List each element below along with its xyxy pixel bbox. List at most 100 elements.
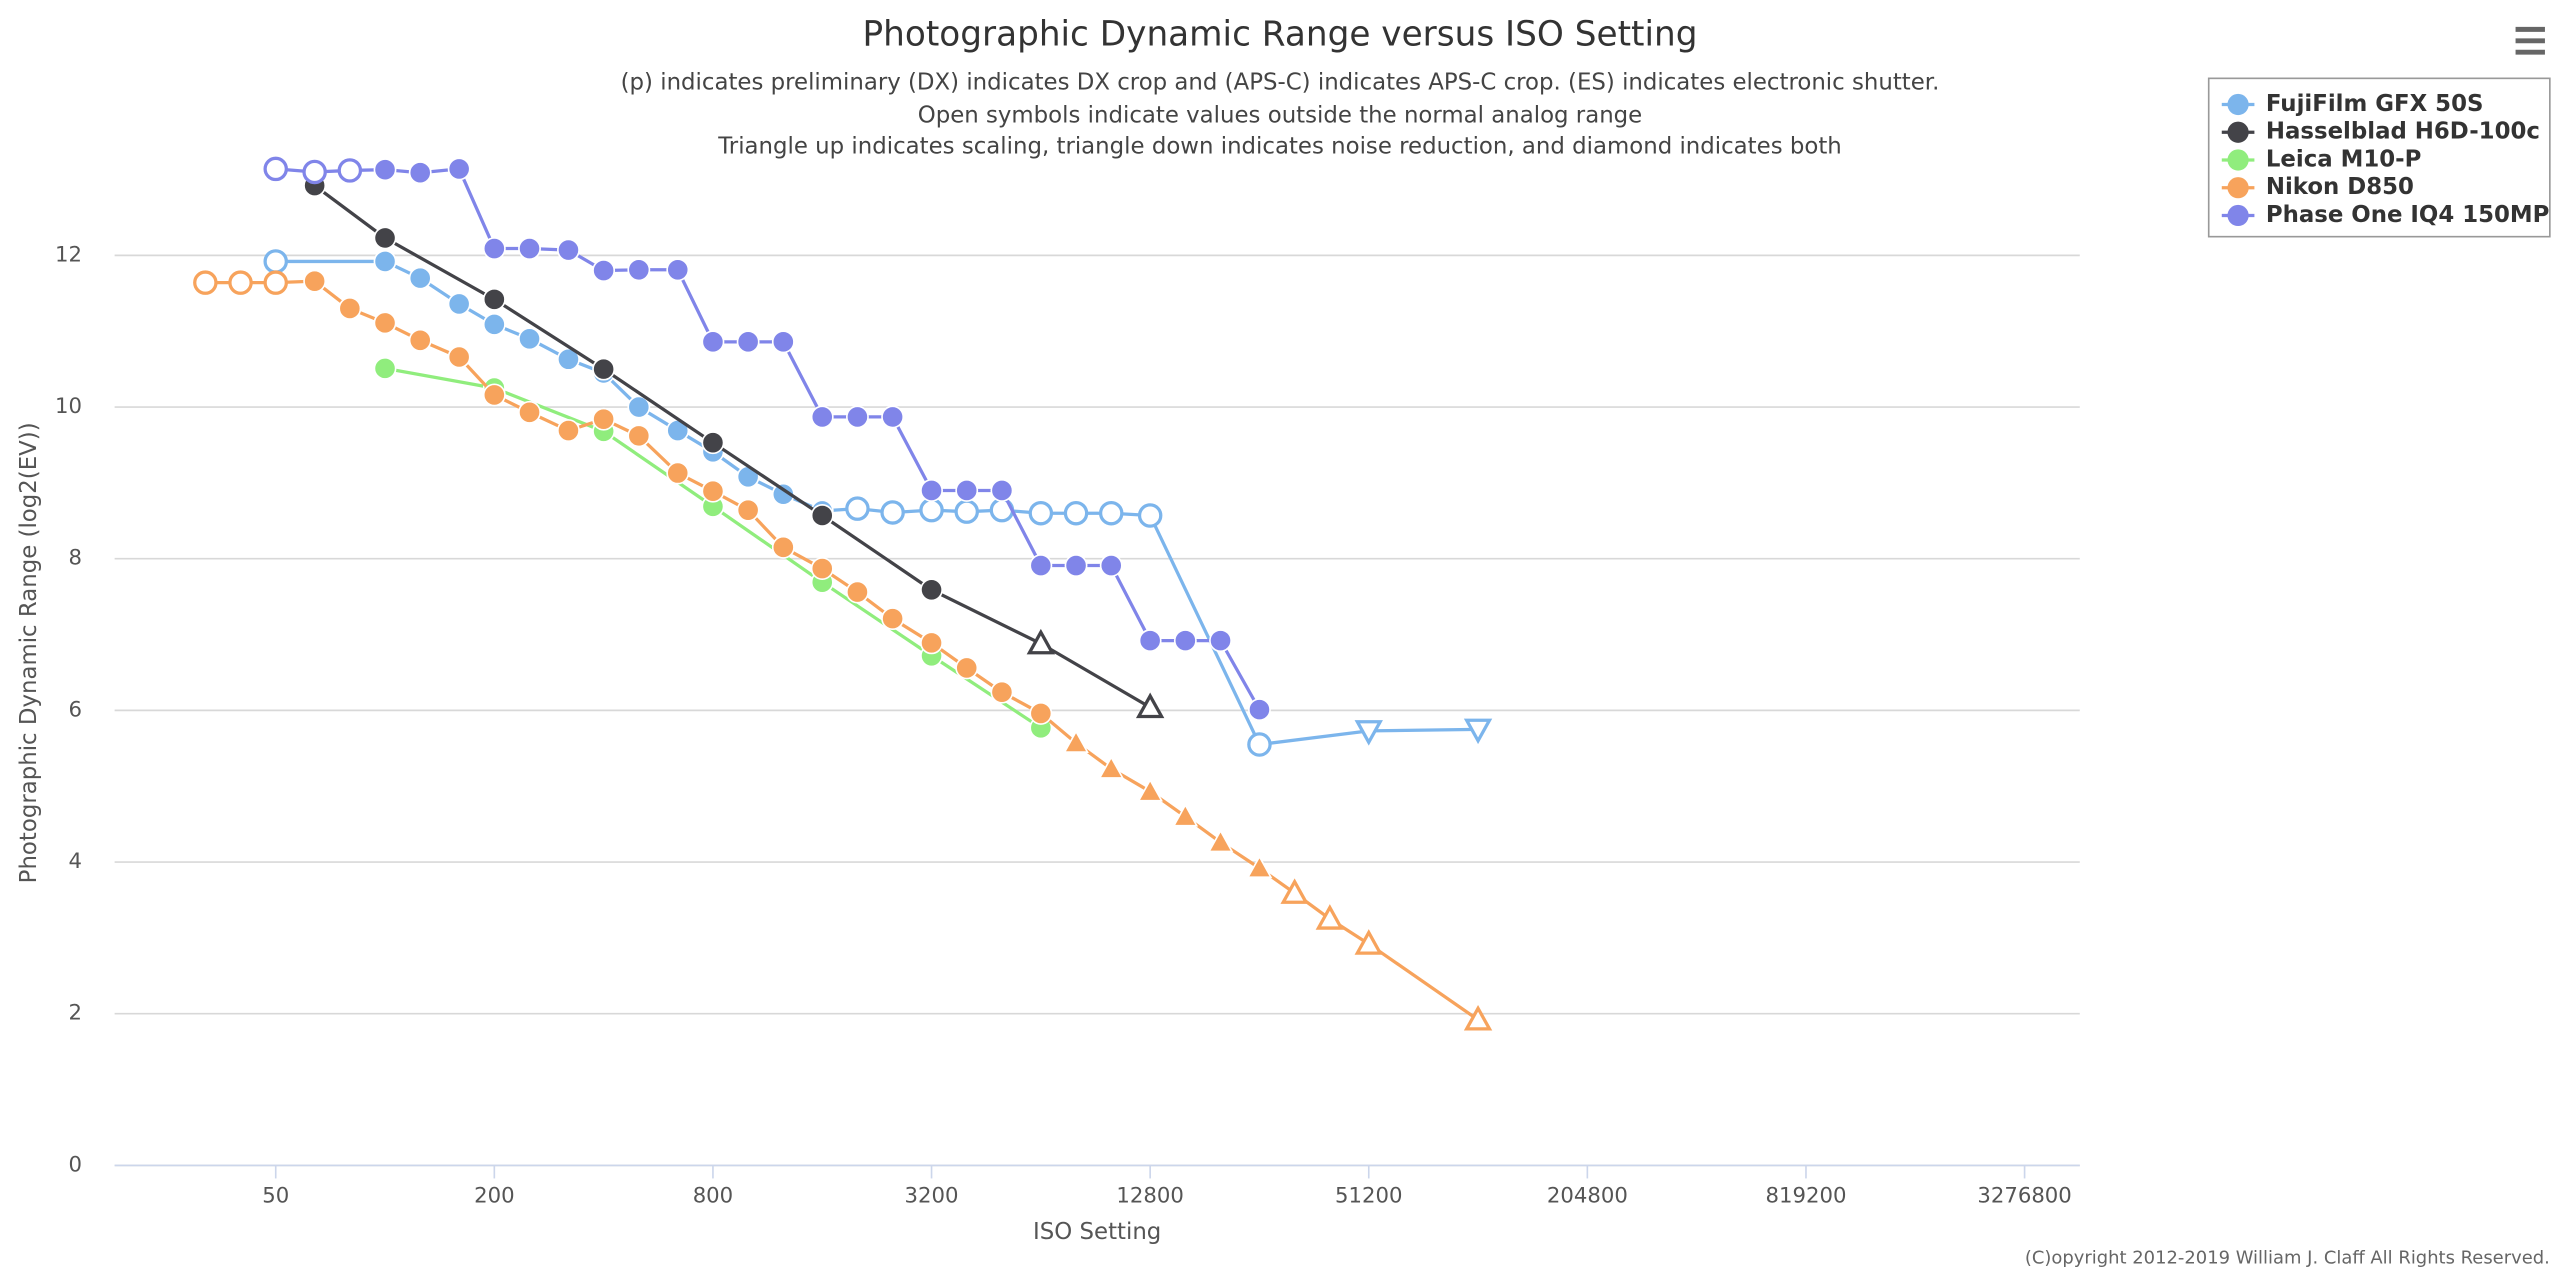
- data-point: [1354, 929, 1383, 955]
- series-line: [313, 184, 1151, 709]
- data-point: [1463, 718, 1493, 745]
- x-tick-label: 204800: [1547, 1183, 1628, 1208]
- y-tick-label: 6: [68, 697, 82, 722]
- data-point: [1315, 904, 1345, 930]
- data-point: [1028, 500, 1054, 526]
- data-point: [1463, 1004, 1493, 1031]
- data-point: [1029, 701, 1053, 725]
- y-tick-label: 10: [55, 394, 82, 419]
- x-axis-label: ISO Setting: [1033, 1219, 1161, 1245]
- data-point: [193, 270, 218, 295]
- data-point: [627, 258, 651, 282]
- x-tick-label: 800: [693, 1183, 733, 1208]
- legend-label: FujiFilm GFX 50S: [2266, 91, 2484, 117]
- chart-subtitle: (p) indicates preliminary (DX) indicates…: [621, 70, 1940, 96]
- data-point: [810, 405, 834, 429]
- series-line: [384, 366, 1042, 730]
- data-point: [736, 330, 760, 354]
- data-point: [263, 249, 288, 274]
- data-point: [627, 424, 651, 448]
- data-point: [1137, 778, 1163, 802]
- data-point: [920, 631, 943, 655]
- chart-subtitle: Open symbols indicate values outside the…: [918, 102, 1643, 128]
- data-point: [373, 226, 397, 250]
- data-point: [627, 395, 651, 419]
- x-tick-label: 51200: [1335, 1183, 1402, 1208]
- data-point: [1209, 629, 1232, 653]
- data-point: [810, 504, 834, 527]
- data-point: [810, 557, 834, 580]
- data-point: [408, 161, 432, 185]
- data-point: [447, 292, 471, 316]
- data-point: [518, 327, 541, 351]
- x-tick-label: 50: [262, 1183, 289, 1208]
- series-line: [205, 279, 1479, 1022]
- copyright: (C)opyright 2012-2019 William J. Claff A…: [2025, 1247, 2550, 1268]
- data-point: [846, 405, 869, 429]
- data-point: [666, 461, 690, 485]
- data-point: [771, 330, 795, 354]
- data-point: [1063, 729, 1089, 753]
- data-point: [263, 270, 288, 295]
- data-point: [880, 500, 905, 525]
- data-point: [338, 297, 362, 320]
- data-point: [337, 158, 363, 183]
- data-point: [482, 312, 506, 336]
- chart-subtitle: Triangle up indicates scaling, triangle …: [717, 133, 1842, 159]
- data-point: [447, 345, 471, 369]
- data-point: [920, 578, 943, 602]
- data-point: [1098, 500, 1124, 526]
- data-point: [557, 238, 580, 262]
- data-point: [373, 250, 397, 273]
- y-tick-label: 2: [68, 1001, 82, 1026]
- legend-swatch: [2227, 121, 2249, 143]
- legend-box: [2207, 77, 2551, 238]
- data-point: [557, 419, 580, 442]
- data-point: [408, 266, 432, 290]
- data-point: [482, 287, 506, 311]
- data-point: [1135, 692, 1165, 719]
- legend-swatch: [2227, 149, 2249, 171]
- data-point: [955, 479, 979, 502]
- data-point: [1098, 755, 1125, 779]
- x-tick-label: 200: [474, 1183, 514, 1208]
- legend-label: Phase One IQ4 150MP: [2266, 202, 2550, 228]
- data-point: [701, 431, 725, 455]
- x-tick-label: 3276800: [1977, 1183, 2071, 1208]
- data-point: [666, 258, 690, 282]
- data-point: [1246, 855, 1273, 879]
- data-point: [482, 237, 506, 260]
- data-point: [373, 311, 397, 335]
- data-point: [482, 383, 506, 407]
- x-tick-label: 819200: [1765, 1183, 1846, 1208]
- data-point: [557, 347, 580, 371]
- data-point: [1354, 720, 1383, 746]
- legend-label: Leica M10-P: [2266, 146, 2422, 172]
- data-point: [1029, 554, 1053, 577]
- y-tick-label: 12: [55, 242, 82, 267]
- data-point: [1173, 629, 1197, 653]
- data-point: [771, 535, 795, 559]
- data-point: [1026, 628, 1056, 655]
- legend-swatch: [2227, 93, 2249, 116]
- menu-button[interactable]: [2507, 20, 2553, 62]
- y-axis-label: Photographic Dynamic Range (log2(EV)): [16, 422, 42, 883]
- y-tick-label: 0: [68, 1152, 82, 1177]
- data-point: [447, 157, 471, 181]
- data-point: [518, 400, 541, 424]
- data-point: [846, 580, 869, 604]
- data-point: [1063, 500, 1089, 526]
- data-point: [1280, 878, 1309, 904]
- y-tick-label: 4: [68, 849, 82, 874]
- data-point: [881, 405, 905, 429]
- data-point: [592, 357, 616, 381]
- data-point: [592, 407, 616, 431]
- x-tick-label: 12800: [1116, 1183, 1183, 1208]
- data-point: [736, 498, 760, 522]
- legend-swatch: [2227, 177, 2249, 199]
- chart-title: Photographic Dynamic Range versus ISO Se…: [863, 14, 1698, 54]
- data-point: [302, 159, 327, 185]
- data-point: [881, 607, 905, 631]
- data-point: [408, 328, 432, 352]
